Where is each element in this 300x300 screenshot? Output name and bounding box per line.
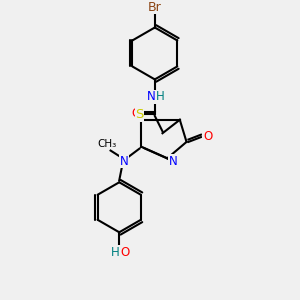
Text: N: N (147, 90, 155, 103)
Text: O: O (131, 106, 140, 120)
Text: O: O (120, 246, 130, 259)
Text: S: S (135, 109, 144, 122)
Text: H: H (111, 246, 120, 259)
Text: N: N (169, 154, 177, 168)
Text: O: O (203, 130, 212, 142)
Text: H: H (156, 90, 165, 103)
Text: N: N (120, 154, 128, 168)
Text: Br: Br (148, 1, 162, 14)
Text: CH₃: CH₃ (97, 139, 116, 149)
